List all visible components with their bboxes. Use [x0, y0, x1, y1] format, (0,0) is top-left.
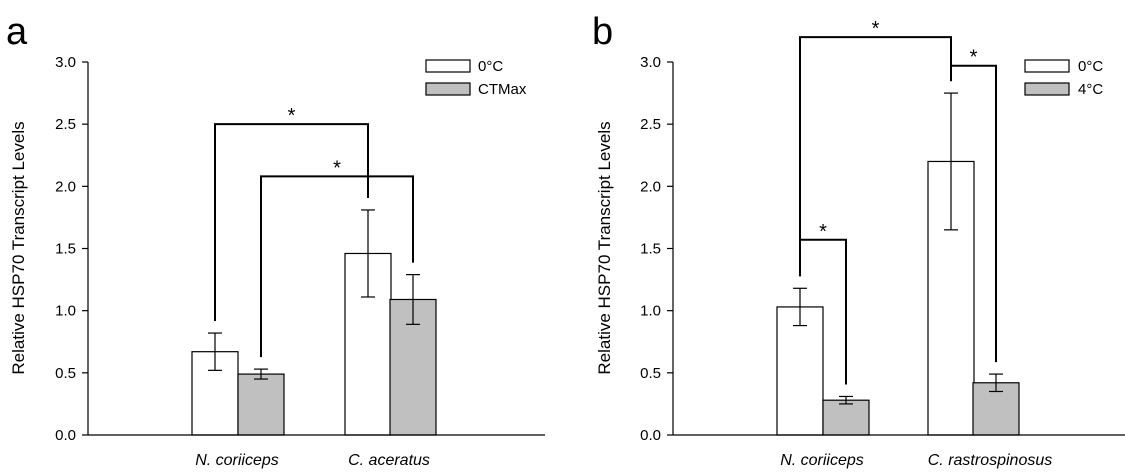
panel-a-y-tick-label-2: 1.0: [55, 303, 76, 320]
panel-b-y-tick-label-6: 3.0: [640, 54, 661, 71]
panel-a-y-tick-label-5: 2.5: [55, 116, 76, 133]
legend-label-b-series-1: 0°C: [1078, 58, 1103, 75]
legend-label-a-series-2: CTMax: [478, 81, 527, 98]
panel-b-chart: b Relative HSP70 Transcript Levels 0.00.…: [592, 11, 1125, 469]
panel-a-letter: a: [6, 11, 28, 53]
panel-b-significance-bracket-1: *: [799, 18, 952, 277]
panel-a-bar-1-series-2: [237, 373, 285, 436]
panel-a-y-tick-label-0: 0.0: [55, 427, 76, 444]
panel-b-y-ticks: 0.0 0.5 1.0 1.5 2.0 2.5 3.0: [640, 54, 673, 444]
panel-b-y-tick-label-5: 2.5: [640, 116, 661, 133]
panel-b-y-tick-label-1: 0.5: [640, 365, 661, 382]
panel-b-error-bar-1-series-2: [839, 395, 853, 405]
panel-b-category-label-1: N. coriiceps: [780, 452, 864, 469]
panel-b-error-bars: [793, 92, 1003, 405]
panel-a-significance-bracket-1: *: [214, 105, 369, 322]
panel-b-error-bar-2-series-1: [944, 92, 958, 231]
panel-b-significance-star-1: *: [872, 18, 880, 40]
legend-label-b-series-2: 4°C: [1078, 81, 1103, 98]
panel-a-error-bars: [208, 209, 420, 380]
panel-a-error-bar-2-series-1: [361, 209, 375, 298]
panel-b-bars: [776, 160, 1020, 436]
panel-b-y-tick-label-2: 1.0: [640, 303, 661, 320]
panel-b-significance: * * *: [799, 18, 997, 385]
panel-a-significance-bracket-2: *: [260, 157, 414, 358]
panel-b-bar-1-series-2: [822, 399, 870, 436]
legend-swatch-b-series-1: [1024, 59, 1070, 73]
legend-swatch-a-series-1: [425, 59, 471, 73]
panel-a-significance-star-2: *: [333, 157, 341, 179]
panel-b-y-axis-label: Relative HSP70 Transcript Levels: [595, 121, 614, 374]
panel-a-y-tick-label-6: 3.0: [55, 54, 76, 71]
legend-label-a-series-1: 0°C: [478, 58, 503, 75]
panel-a-category-label-1: N. coriiceps: [195, 452, 279, 469]
panel-a-significance-star-1: *: [288, 105, 296, 127]
panel-a-y-tick-label-3: 1.5: [55, 241, 76, 258]
panel-a-legend: 0°C CTMax: [425, 58, 527, 98]
legend-swatch-b-series-2: [1024, 82, 1070, 96]
panel-b-significance-star-2: *: [970, 47, 978, 69]
panel-a-significance: **: [214, 105, 414, 358]
panel-a-y-tick-label-4: 2.0: [55, 178, 76, 195]
panel-b-error-bar-1-series-1: [793, 287, 807, 327]
panel-a-chart: a Relative HSP70 Transcript Levels 0.00.…: [6, 11, 545, 469]
panel-b-y-tick-label-3: 1.5: [640, 241, 661, 258]
panel-b-legend: 0°C 4°C: [1024, 58, 1103, 98]
panel-b-y-tick-label-0: 0.0: [640, 427, 661, 444]
panel-a-y-axis-label: Relative HSP70 Transcript Levels: [9, 121, 28, 374]
panel-b-significance-bracket-2: *: [950, 47, 997, 363]
panel-b-letter: b: [592, 11, 613, 53]
panel-b-bar-1-series-1: [776, 306, 824, 436]
panel-a-error-bar-2-series-2: [406, 274, 420, 325]
panel-a-y-tick-label-1: 0.5: [55, 365, 76, 382]
panel-b-y-tick-label-4: 2.0: [640, 178, 661, 195]
panel-a-category-label-2: C. aceratus: [348, 452, 430, 469]
panel-b-significance-star-3: *: [819, 221, 827, 243]
panel-a-bars: [191, 252, 437, 436]
panel-a-error-bar-1-series-2: [254, 368, 268, 380]
legend-swatch-a-series-2: [425, 82, 471, 96]
panel-b-significance-bracket-3: *: [799, 221, 847, 385]
panel-a-y-ticks: 0.0 0.5 1.0 1.5 2.0 2.5 3.0: [55, 54, 88, 444]
panel-b-error-bar-2-series-2: [989, 373, 1003, 393]
panel-b-category-label-2: C. rastrospinosus: [928, 452, 1053, 469]
panel-a-error-bar-1-series-1: [208, 332, 222, 371]
